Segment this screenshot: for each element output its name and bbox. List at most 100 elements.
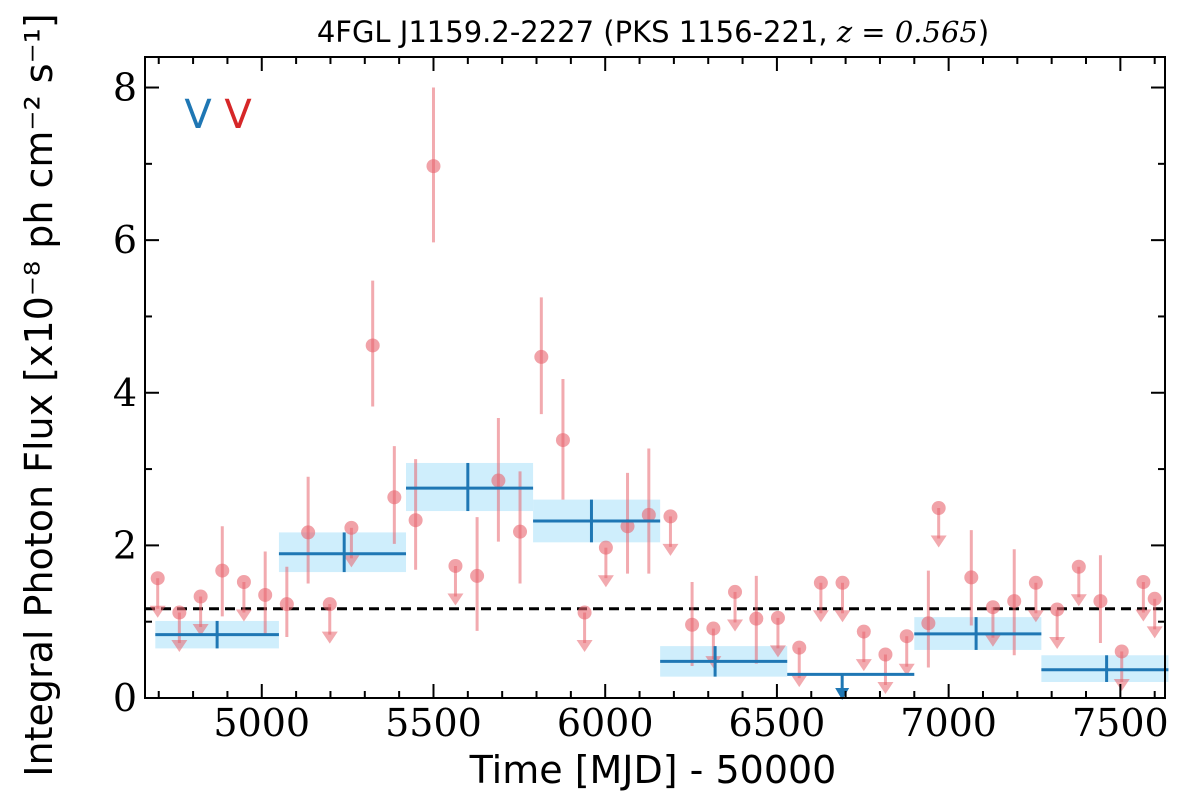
data-point	[344, 520, 359, 535]
data-point	[685, 617, 700, 632]
data-point	[1007, 594, 1022, 609]
data-point	[770, 610, 785, 625]
upper-limit-arrowhead	[171, 640, 188, 653]
upper-limit-arrowhead	[877, 682, 894, 695]
plot-frame	[144, 56, 1166, 699]
data-point	[426, 159, 441, 174]
data-point	[1028, 575, 1043, 590]
data-point	[749, 611, 764, 626]
data-point	[577, 605, 592, 620]
data-point	[448, 558, 463, 573]
upper-limit-arrowhead	[834, 610, 851, 623]
upper-limit-arrowhead	[984, 634, 1001, 647]
x-tick-label: 6500	[729, 701, 826, 745]
data-point	[598, 540, 613, 555]
upper-limit-arrowhead	[235, 609, 252, 622]
data-point	[964, 570, 979, 585]
upper-limit-arrowhead	[576, 640, 593, 653]
y-tick-label: 6	[113, 218, 137, 262]
data-point	[1093, 594, 1108, 609]
upper-limit-arrowhead	[1113, 678, 1130, 691]
data-point	[193, 589, 208, 604]
data-point	[813, 575, 828, 590]
coarse-bin-band	[278, 532, 407, 573]
upper-limit-arrowhead	[769, 645, 786, 658]
data-point	[301, 525, 316, 540]
y-tick-label: 2	[113, 523, 137, 567]
legend-marker-2: V	[224, 92, 252, 138]
data-point	[258, 587, 273, 602]
x-tick-label: 7000	[900, 701, 997, 745]
upper-limit-arrowhead	[662, 543, 679, 556]
upper-limit-arrowhead	[727, 619, 744, 632]
upper-limit-arrowhead	[597, 575, 614, 588]
data-point	[1136, 575, 1151, 590]
upper-limit-arrowhead	[192, 624, 209, 637]
upper-limit-arrowhead	[343, 555, 360, 568]
legend-marker-1: V	[184, 92, 212, 138]
data-point	[921, 616, 936, 631]
data-point	[215, 563, 230, 578]
y-tick-label: 8	[113, 66, 137, 110]
plot-content	[145, 87, 1169, 700]
y-tick-label: 4	[113, 371, 137, 415]
x-tick-label: 7500	[1072, 701, 1169, 745]
upper-limit-arrowhead	[930, 535, 947, 548]
data-point	[899, 629, 914, 644]
data-point	[365, 338, 380, 353]
data-point	[835, 575, 850, 590]
data-point	[172, 605, 187, 620]
chart-title-redshift: z = 0.565	[836, 15, 978, 49]
x-tick-label: 5500	[385, 701, 482, 745]
data-point	[985, 600, 1000, 615]
upper-limit-arrowhead	[855, 659, 872, 672]
data-point	[728, 584, 743, 599]
data-point	[322, 597, 337, 612]
data-point	[706, 621, 721, 636]
x-axis-label: Time [MJD] - 50000	[469, 748, 837, 792]
upper-limit-arrowhead	[1027, 610, 1044, 623]
data-point	[878, 647, 893, 662]
data-point	[1114, 644, 1129, 659]
upper-limit-arrowhead	[447, 593, 464, 606]
data-point	[663, 509, 678, 524]
chart-title: 4FGL J1159.2-2227 (PKS 1156-221, z = 0.5…	[317, 15, 989, 49]
data-point	[555, 433, 570, 448]
data-point	[387, 490, 402, 505]
data-point	[150, 571, 165, 586]
data-point	[931, 500, 946, 515]
data-point	[236, 575, 251, 590]
upper-limit-arrowhead	[898, 663, 915, 676]
upper-limit-arrowhead	[791, 675, 808, 688]
x-tick-label: 5000	[213, 701, 310, 745]
data-point	[491, 473, 506, 488]
data-point	[470, 568, 485, 583]
y-tick-label: 0	[113, 676, 137, 720]
upper-limit-arrowhead	[1070, 594, 1087, 607]
chart-title-main: 4FGL J1159.2-2227 (PKS 1156-221,	[317, 15, 837, 49]
data-point	[856, 624, 871, 639]
data-point	[1071, 559, 1086, 574]
upper-limit-arrowhead	[1049, 637, 1066, 650]
y-axis-label: Integral Photon Flux [x10⁻⁸ ph cm⁻² s⁻¹]	[17, 13, 61, 776]
upper-limit-arrowhead	[149, 605, 166, 618]
data-point	[513, 524, 528, 539]
upper-limit-arrowhead	[1135, 609, 1152, 622]
data-point	[792, 640, 807, 655]
upper-limit-arrowhead	[812, 610, 829, 623]
x-tick-label: 6000	[557, 701, 654, 745]
upper-limit-arrowhead	[321, 631, 338, 644]
data-point	[1050, 602, 1065, 617]
chart-title-close: )	[978, 15, 989, 49]
data-point	[620, 519, 635, 534]
data-point	[641, 507, 656, 522]
data-point	[1147, 591, 1162, 606]
data-point	[279, 597, 294, 612]
data-point	[408, 513, 423, 528]
data-point	[534, 349, 549, 364]
upper-limit-arrowhead	[1146, 626, 1163, 639]
axes: 5000 5500 6000 6500 7000 7500 0 2 4 6 8	[113, 57, 1169, 745]
